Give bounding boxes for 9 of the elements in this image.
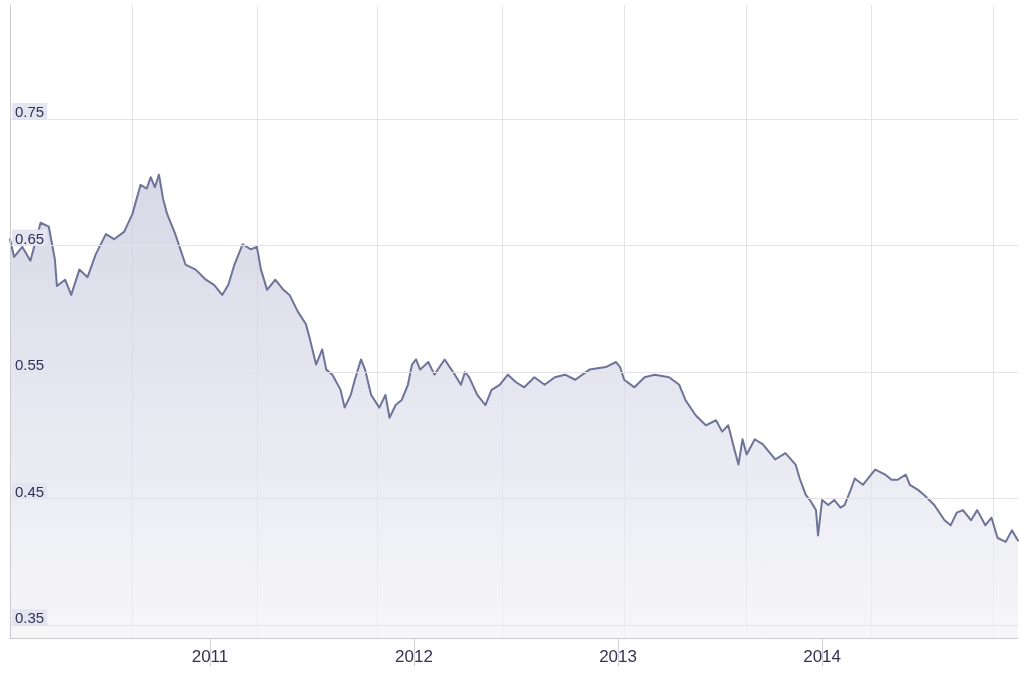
x-tick-label: 2012 — [395, 647, 433, 666]
y-tick-label: 0.45 — [15, 482, 45, 500]
x-tick-label: 2013 — [599, 647, 637, 666]
y-tick-label: 0.35 — [15, 609, 45, 627]
y-tick-label: 0.55 — [15, 356, 45, 374]
y-tick-label: 0.75 — [15, 102, 45, 120]
x-tick-label: 2014 — [803, 647, 842, 666]
y-tick-label: 0.65 — [15, 229, 45, 247]
x-tick-label: 2011 — [191, 647, 229, 666]
